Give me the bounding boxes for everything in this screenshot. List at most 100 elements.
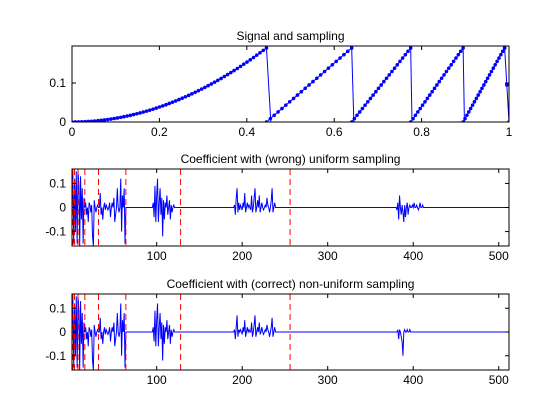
sample-point (280, 106, 284, 111)
y-tick-label: 0 (59, 325, 66, 339)
sample-point (135, 111, 139, 116)
sample-point (284, 103, 288, 107)
x-tick-label: 200 (232, 249, 252, 263)
sample-point (105, 117, 110, 122)
sample-point (451, 59, 456, 64)
sample-point (371, 93, 375, 97)
sample-point (442, 73, 446, 77)
sample-point (476, 93, 481, 97)
sample-point (489, 69, 494, 74)
sample-point (222, 74, 227, 79)
sample-point (390, 69, 394, 74)
y-tick-label: 0 (59, 115, 66, 129)
sample-point (406, 49, 410, 54)
chart-panel-1: Signal and sampling 0 0.2 0.4 0.6 0.8 1 0 0.1 (49, 29, 512, 139)
sample-point (83, 119, 87, 122)
sample-point (167, 101, 172, 106)
sample-point (241, 62, 246, 67)
coefficient-series (72, 171, 509, 246)
x-tick-label: 100 (147, 373, 167, 387)
sample-point (505, 83, 509, 87)
sample-point (472, 100, 477, 104)
sample-point (447, 66, 451, 70)
sample-point (203, 85, 207, 90)
y-tick-label: 0 (59, 201, 66, 215)
sample-point (480, 86, 484, 91)
sample-point (374, 89, 378, 94)
sample-point (395, 62, 400, 67)
data-series (72, 169, 509, 246)
x-tick-label: 0.8 (413, 125, 430, 139)
signal-jump-1 (265, 47, 272, 122)
sample-point (423, 100, 427, 104)
sample-point (196, 88, 201, 93)
sample-point (318, 73, 323, 77)
x-tick-label: 300 (318, 373, 338, 387)
sample-point (170, 100, 175, 105)
x-tick-label: 400 (403, 373, 423, 387)
x-tick-label: 0.4 (238, 125, 255, 139)
sample-point (398, 59, 402, 64)
sample-point (118, 115, 123, 120)
sample-point (193, 90, 197, 95)
sample-point (437, 79, 442, 84)
sample-point (326, 66, 331, 70)
sample-point (229, 70, 233, 75)
data-series (72, 46, 509, 122)
sample-point (338, 56, 342, 60)
sample-point (99, 118, 103, 122)
sample-point (454, 56, 458, 60)
sample-point (206, 83, 210, 88)
sample-point (357, 110, 362, 114)
sample-point (499, 52, 503, 57)
sample-point (418, 106, 423, 111)
sample-point (416, 110, 420, 114)
sample-point (131, 112, 136, 117)
sample-point (151, 107, 155, 111)
sample-point (209, 82, 214, 86)
sample-point (427, 93, 432, 97)
plot-area (72, 46, 509, 122)
y-tick-label: -0.1 (45, 225, 66, 239)
sample-point (245, 60, 249, 64)
sample-point (225, 72, 230, 77)
sample-point (495, 59, 499, 64)
sample-point (109, 117, 113, 121)
sample-point (491, 66, 496, 70)
sample-point (89, 119, 94, 122)
sample-point (379, 83, 383, 87)
chart-title: Signal and sampling (236, 29, 344, 43)
sample-point (466, 110, 471, 114)
sample-point (258, 51, 262, 55)
sample-point (363, 103, 367, 107)
sample-point (216, 78, 220, 83)
sample-point (291, 96, 296, 101)
sample-point (403, 52, 408, 57)
sample-point (352, 116, 357, 121)
sample-point (444, 69, 449, 74)
sample-point (463, 116, 467, 121)
sample-point (346, 49, 350, 54)
sample-point (96, 118, 100, 122)
sample-point (360, 106, 365, 111)
x-tick-label: 0.6 (326, 125, 343, 139)
sample-point (330, 62, 335, 67)
sample-point (138, 111, 142, 115)
signal-jump-2 (351, 47, 355, 122)
sample-point (122, 114, 126, 119)
sample-point (190, 92, 194, 96)
sample-point (485, 76, 490, 81)
sample-point (180, 96, 184, 101)
x-tick-label: 100 (147, 249, 167, 263)
y-tick-label: -0.1 (45, 349, 66, 363)
y-tick-label: 0.1 (49, 76, 66, 90)
sample-point (368, 96, 373, 101)
sample-point (276, 110, 280, 114)
signal-jump-4 (462, 47, 465, 122)
sample-point (502, 46, 507, 50)
sample-point (295, 93, 300, 97)
sample-point (287, 100, 292, 104)
sample-point (232, 68, 236, 73)
sample-point (449, 62, 453, 67)
